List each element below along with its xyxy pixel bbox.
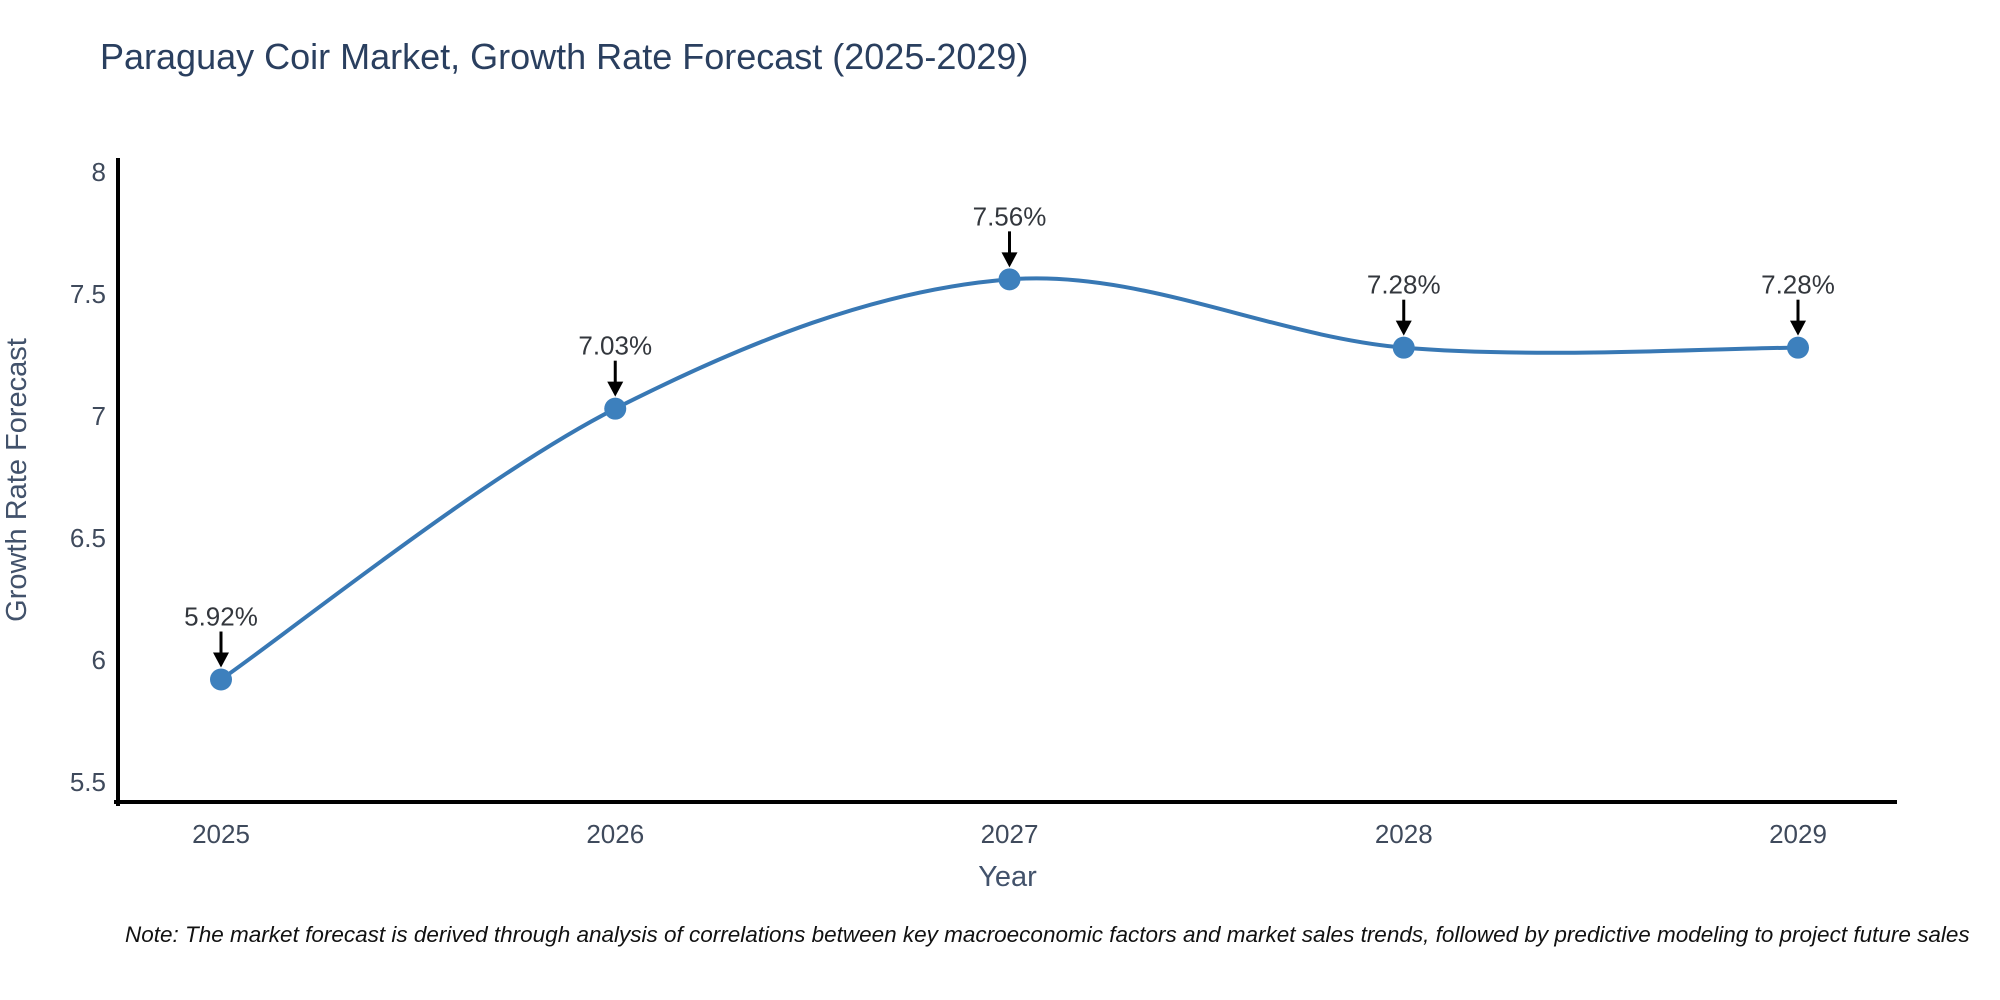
annotation-arrowhead-icon: [1790, 320, 1806, 336]
y-tick-label: 5.5: [70, 767, 106, 797]
y-axis-line: [116, 158, 120, 806]
x-tick-label: 2027: [981, 819, 1039, 849]
x-tick-label: 2029: [1769, 819, 1827, 849]
y-tick-label: 7.5: [70, 279, 106, 309]
x-tick-label: 2028: [1375, 819, 1433, 849]
annotation-arrowhead-icon: [1395, 320, 1412, 336]
annotation-arrowhead-icon: [1001, 252, 1018, 268]
x-axis-title: Year: [978, 861, 1037, 893]
y-tick-label: 8: [92, 157, 106, 187]
x-axis-line: [114, 800, 1897, 804]
data-point-label: 7.56%: [973, 201, 1047, 231]
annotation-arrowhead-icon: [213, 652, 229, 668]
data-point-marker-2027[interactable]: [998, 268, 1021, 291]
chart-title: Paraguay Coir Market, Growth Rate Foreca…: [100, 36, 1029, 77]
y-axis-title: Growth Rate Forecast: [1, 338, 33, 622]
x-tick-label: 2025: [192, 819, 250, 849]
data-point-marker-2025[interactable]: [210, 668, 232, 691]
data-point-marker-2026[interactable]: [604, 397, 627, 420]
y-tick-label: 6: [92, 645, 106, 675]
x-tick-label: 2026: [586, 819, 644, 849]
data-point-label: 7.03%: [578, 331, 652, 361]
data-point-marker-2028[interactable]: [1392, 336, 1415, 359]
data-point-marker-2029[interactable]: [1787, 336, 1809, 359]
annotation-arrowhead-icon: [607, 381, 624, 397]
data-point-label: 7.28%: [1367, 270, 1441, 300]
data-point-label: 5.92%: [184, 602, 258, 632]
y-tick-label: 6.5: [70, 523, 106, 553]
y-tick-label: 7: [92, 401, 106, 431]
chart-footnote: Note: The market forecast is derived thr…: [125, 922, 1970, 947]
forecast-line: [219, 276, 1800, 682]
data-point-label: 7.28%: [1761, 270, 1835, 300]
